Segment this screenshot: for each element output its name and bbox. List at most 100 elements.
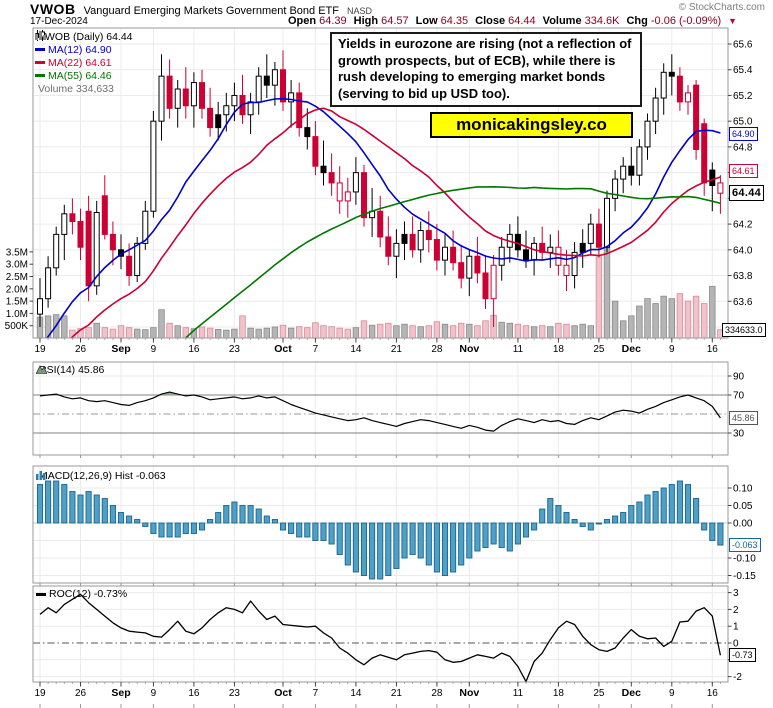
svg-text:16: 16 (188, 688, 200, 699)
roc-line-icon (36, 592, 46, 596)
svg-text:0: 0 (733, 639, 739, 650)
svg-text:64.2: 64.2 (733, 220, 753, 231)
svg-text:90: 90 (733, 372, 745, 383)
svg-text:28: 28 (431, 344, 443, 355)
svg-text:19: 19 (34, 344, 46, 355)
svg-text:70: 70 (733, 391, 745, 402)
svg-text:Dec: Dec (622, 687, 641, 699)
svg-text:23: 23 (229, 344, 241, 355)
ma22-price-callout: 64.61 (729, 164, 758, 179)
high-value: 64.57 (381, 15, 409, 27)
svg-text:0.05: 0.05 (733, 501, 753, 512)
svg-text:18: 18 (553, 688, 565, 699)
volume-value: 334.6K (584, 15, 620, 27)
svg-text:9: 9 (151, 344, 157, 355)
svg-text:19: 19 (34, 688, 46, 699)
svg-text:1.5M: 1.5M (6, 297, 28, 308)
open-value: 64.39 (319, 15, 347, 27)
roc-label-text: ROC(12) -0.73% (49, 588, 128, 600)
low-value: 64.35 (440, 15, 469, 27)
legend-ma55: MA(55) 64.46 (35, 69, 133, 82)
ma12-price-callout: 64.90 (729, 127, 758, 142)
ma-dash-icon (35, 48, 45, 51)
legend-symbol-label: VWOB (Daily) 64.44 (38, 30, 133, 43)
svg-text:Oct: Oct (274, 343, 292, 355)
legend-ma55-label: MA(55) 64.46 (48, 69, 112, 82)
svg-text:Nov: Nov (459, 343, 479, 355)
svg-text:2.0M: 2.0M (6, 284, 28, 295)
svg-text:3.0M: 3.0M (6, 260, 28, 271)
main-legend: VWOB (Daily) 64.44 MA(12) 64.90 MA(22) 6… (35, 30, 133, 95)
svg-text:9: 9 (669, 344, 675, 355)
ticker-symbol: VWOB (30, 1, 76, 17)
svg-text:1.0M: 1.0M (6, 309, 28, 320)
quote-row: 17-Dec-2024 Open 64.39 High 64.57 Low 64.35 Cl… (30, 15, 765, 28)
svg-text:65.2: 65.2 (733, 91, 753, 102)
chart-header: VWOB Vanguard Emerging Markets Governmen… (30, 1, 765, 17)
svg-text:11: 11 (513, 688, 524, 699)
legend-ma22-label: MA(22) 64.61 (48, 56, 112, 69)
svg-text:3.5M: 3.5M (6, 247, 28, 258)
last-price-callout: 64.44 (729, 185, 765, 202)
ma-dash-icon (35, 74, 45, 77)
svg-text:11: 11 (513, 344, 524, 355)
analyst-annotation: Yields in eurozone are rising (not a ref… (330, 32, 642, 107)
rsi-label-text: RSI(14) 45.86 (39, 364, 105, 376)
svg-text:25: 25 (593, 344, 605, 355)
svg-text:9: 9 (669, 688, 675, 699)
chg-label: Chg (626, 15, 648, 27)
svg-text:Dec: Dec (622, 343, 641, 355)
open-label: Open (288, 15, 317, 27)
svg-text:63.6: 63.6 (733, 297, 753, 308)
chg-down-arrow-icon: ▼ (728, 16, 738, 26)
macd-label-text: MACD(12,26,9) Hist -0.063 (39, 470, 166, 482)
watermark-banner: monicakingsley.co (430, 112, 633, 138)
svg-text:Sep: Sep (111, 343, 130, 355)
svg-text:1: 1 (733, 622, 739, 633)
low-label: Low (415, 15, 438, 27)
volume-label: Volume (542, 15, 582, 27)
svg-text:64.0: 64.0 (733, 245, 753, 256)
close-label: Close (475, 15, 506, 27)
legend-symbol: VWOB (Daily) 64.44 (35, 30, 133, 43)
macd-value-callout: -0.063 (729, 538, 761, 553)
quote-date: 17-Dec-2024 (30, 16, 88, 27)
legend-volume-label: Volume 334,633 (38, 82, 114, 95)
svg-text:0.00: 0.00 (733, 519, 753, 530)
svg-text:25: 25 (593, 688, 605, 699)
svg-text:21: 21 (391, 688, 403, 699)
svg-text:Sep: Sep (111, 687, 130, 699)
svg-text:Nov: Nov (459, 687, 479, 699)
svg-text:63.8: 63.8 (733, 271, 753, 282)
svg-text:14: 14 (350, 688, 362, 699)
svg-text:65.6: 65.6 (733, 40, 753, 51)
roc-value-callout: -0.73 (729, 648, 756, 663)
svg-text:14: 14 (350, 344, 362, 355)
svg-text:16: 16 (707, 344, 719, 355)
exchange-label: NASD (347, 6, 373, 16)
svg-text:2.5M: 2.5M (6, 272, 28, 283)
legend-ma12: MA(12) 64.90 (35, 43, 133, 56)
legend-volume: Volume 334,633 (35, 31, 133, 95)
quote-values: Open 64.39 High 64.57 Low 64.35 Close 64.44 Volu… (288, 15, 737, 27)
ma-dash-icon (35, 61, 45, 64)
svg-text:26: 26 (75, 688, 87, 699)
svg-text:7: 7 (313, 688, 319, 699)
svg-text:Oct: Oct (274, 687, 292, 699)
security-name: Vanguard Emerging Markets Government Bon… (83, 5, 339, 17)
stockcharts-copyright: © StockCharts.com (678, 2, 765, 13)
svg-text:500K: 500K (5, 321, 29, 332)
rsi-panel-label: RSI(14) 45.86 (36, 364, 104, 376)
svg-text:9: 9 (151, 688, 157, 699)
close-value: 64.44 (508, 15, 536, 27)
svg-text:65.4: 65.4 (733, 65, 753, 76)
svg-text:16: 16 (707, 688, 719, 699)
chg-value: -0.06 (-0.09%) (650, 15, 722, 27)
svg-text:21: 21 (391, 344, 403, 355)
svg-text:28: 28 (431, 688, 443, 699)
legend-ma22: MA(22) 64.61 (35, 56, 133, 69)
macd-panel-label: MACD(12,26,9) Hist -0.063 (36, 470, 166, 482)
svg-text:7: 7 (313, 344, 319, 355)
svg-text:-0.10: -0.10 (733, 554, 756, 565)
